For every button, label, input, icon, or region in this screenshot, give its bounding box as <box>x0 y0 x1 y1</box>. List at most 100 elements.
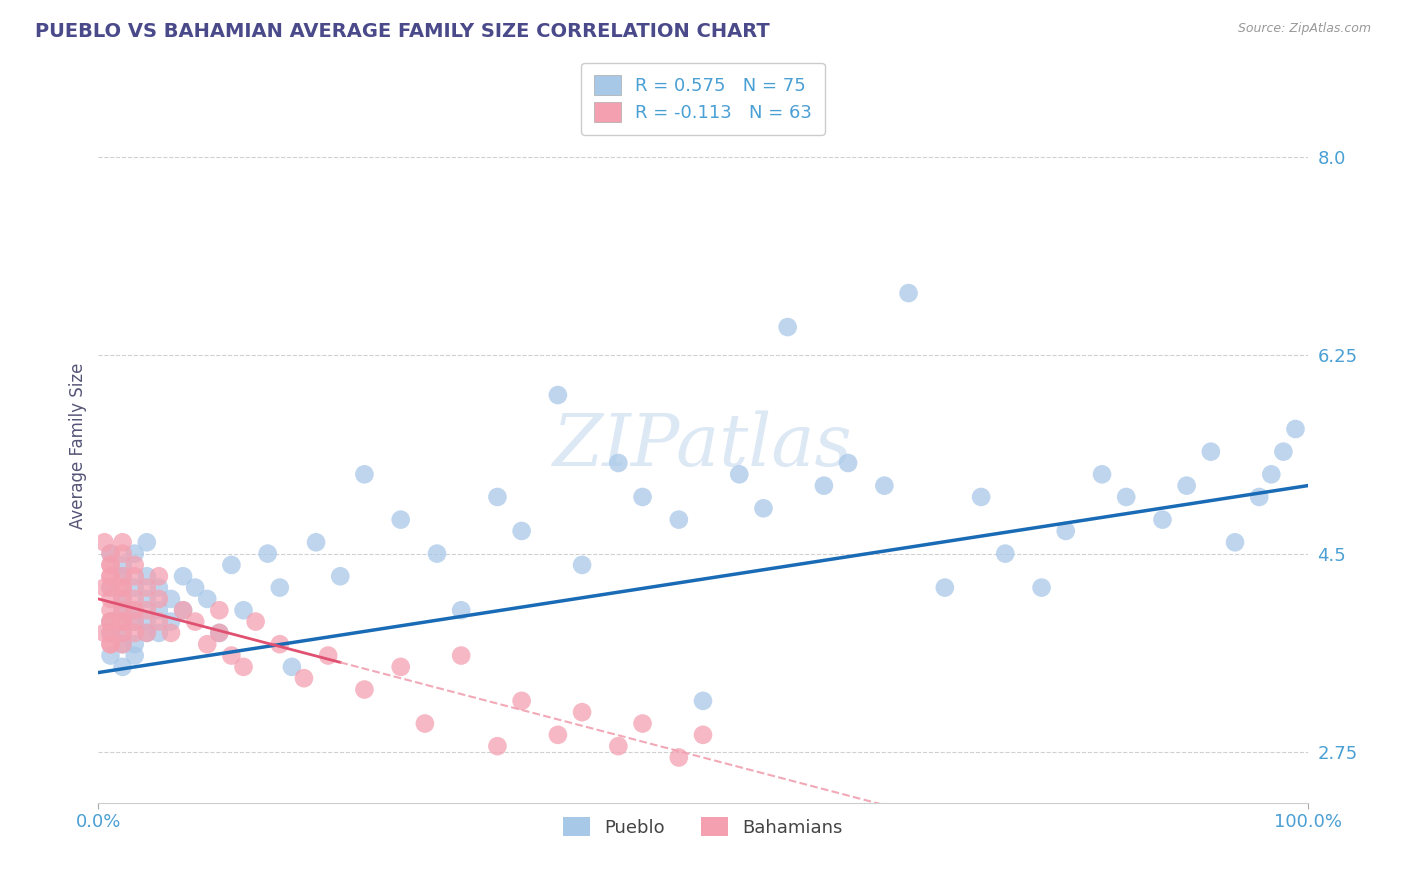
Point <box>111 615 134 629</box>
Point <box>413 716 436 731</box>
Point <box>1284 422 1306 436</box>
Point <box>1260 467 1282 482</box>
Point <box>1272 444 1295 458</box>
Point <box>124 626 146 640</box>
Point <box>100 569 122 583</box>
Point <box>256 547 278 561</box>
Point <box>148 569 170 583</box>
Point <box>100 581 122 595</box>
Point <box>1115 490 1137 504</box>
Point <box>172 603 194 617</box>
Point <box>728 467 751 482</box>
Point <box>100 547 122 561</box>
Point <box>450 648 472 663</box>
Point <box>281 660 304 674</box>
Point <box>1223 535 1246 549</box>
Point <box>100 615 122 629</box>
Point <box>100 569 122 583</box>
Point <box>111 581 134 595</box>
Point <box>100 558 122 572</box>
Point <box>135 581 157 595</box>
Point <box>1249 490 1271 504</box>
Point <box>631 490 654 504</box>
Point <box>111 637 134 651</box>
Point <box>897 286 920 301</box>
Point <box>111 603 134 617</box>
Point <box>184 615 207 629</box>
Point <box>450 603 472 617</box>
Point <box>100 626 122 640</box>
Point <box>195 591 218 606</box>
Point <box>232 603 254 617</box>
Point <box>111 591 134 606</box>
Point <box>111 558 134 572</box>
Point <box>100 615 122 629</box>
Point <box>135 615 157 629</box>
Point <box>776 320 799 334</box>
Point <box>316 648 339 663</box>
Point <box>305 535 328 549</box>
Text: Source: ZipAtlas.com: Source: ZipAtlas.com <box>1237 22 1371 36</box>
Point <box>486 739 509 754</box>
Point <box>111 626 134 640</box>
Point <box>292 671 315 685</box>
Point <box>1199 444 1222 458</box>
Point <box>752 501 775 516</box>
Point <box>100 591 122 606</box>
Point <box>329 569 352 583</box>
Point <box>607 739 630 754</box>
Point <box>100 637 122 651</box>
Point <box>111 581 134 595</box>
Point <box>631 716 654 731</box>
Point <box>269 637 291 651</box>
Point <box>873 478 896 492</box>
Point <box>1152 513 1174 527</box>
Point <box>111 535 134 549</box>
Point <box>195 637 218 651</box>
Point <box>571 705 593 719</box>
Point <box>148 591 170 606</box>
Point <box>100 637 122 651</box>
Point <box>160 615 183 629</box>
Point <box>813 478 835 492</box>
Point <box>510 694 533 708</box>
Point <box>111 591 134 606</box>
Point <box>100 615 122 629</box>
Point <box>124 603 146 617</box>
Legend: Pueblo, Bahamians: Pueblo, Bahamians <box>555 810 851 844</box>
Point <box>486 490 509 504</box>
Point <box>135 603 157 617</box>
Point <box>245 615 267 629</box>
Text: ZIPatlas: ZIPatlas <box>553 410 853 482</box>
Point <box>135 535 157 549</box>
Point <box>124 591 146 606</box>
Point <box>1091 467 1114 482</box>
Point <box>148 581 170 595</box>
Point <box>111 603 134 617</box>
Point <box>148 603 170 617</box>
Point <box>124 581 146 595</box>
Point <box>100 626 122 640</box>
Point <box>970 490 993 504</box>
Point <box>135 626 157 640</box>
Point <box>111 569 134 583</box>
Point <box>232 660 254 674</box>
Point <box>571 558 593 572</box>
Point <box>389 660 412 674</box>
Point <box>1054 524 1077 538</box>
Point <box>1031 581 1053 595</box>
Point <box>1175 478 1198 492</box>
Point <box>160 626 183 640</box>
Point <box>547 728 569 742</box>
Point <box>510 524 533 538</box>
Point <box>124 615 146 629</box>
Point <box>160 591 183 606</box>
Point <box>668 513 690 527</box>
Point <box>837 456 859 470</box>
Point <box>148 615 170 629</box>
Point <box>994 547 1017 561</box>
Point <box>93 626 115 640</box>
Point <box>124 558 146 572</box>
Point <box>692 728 714 742</box>
Point <box>353 682 375 697</box>
